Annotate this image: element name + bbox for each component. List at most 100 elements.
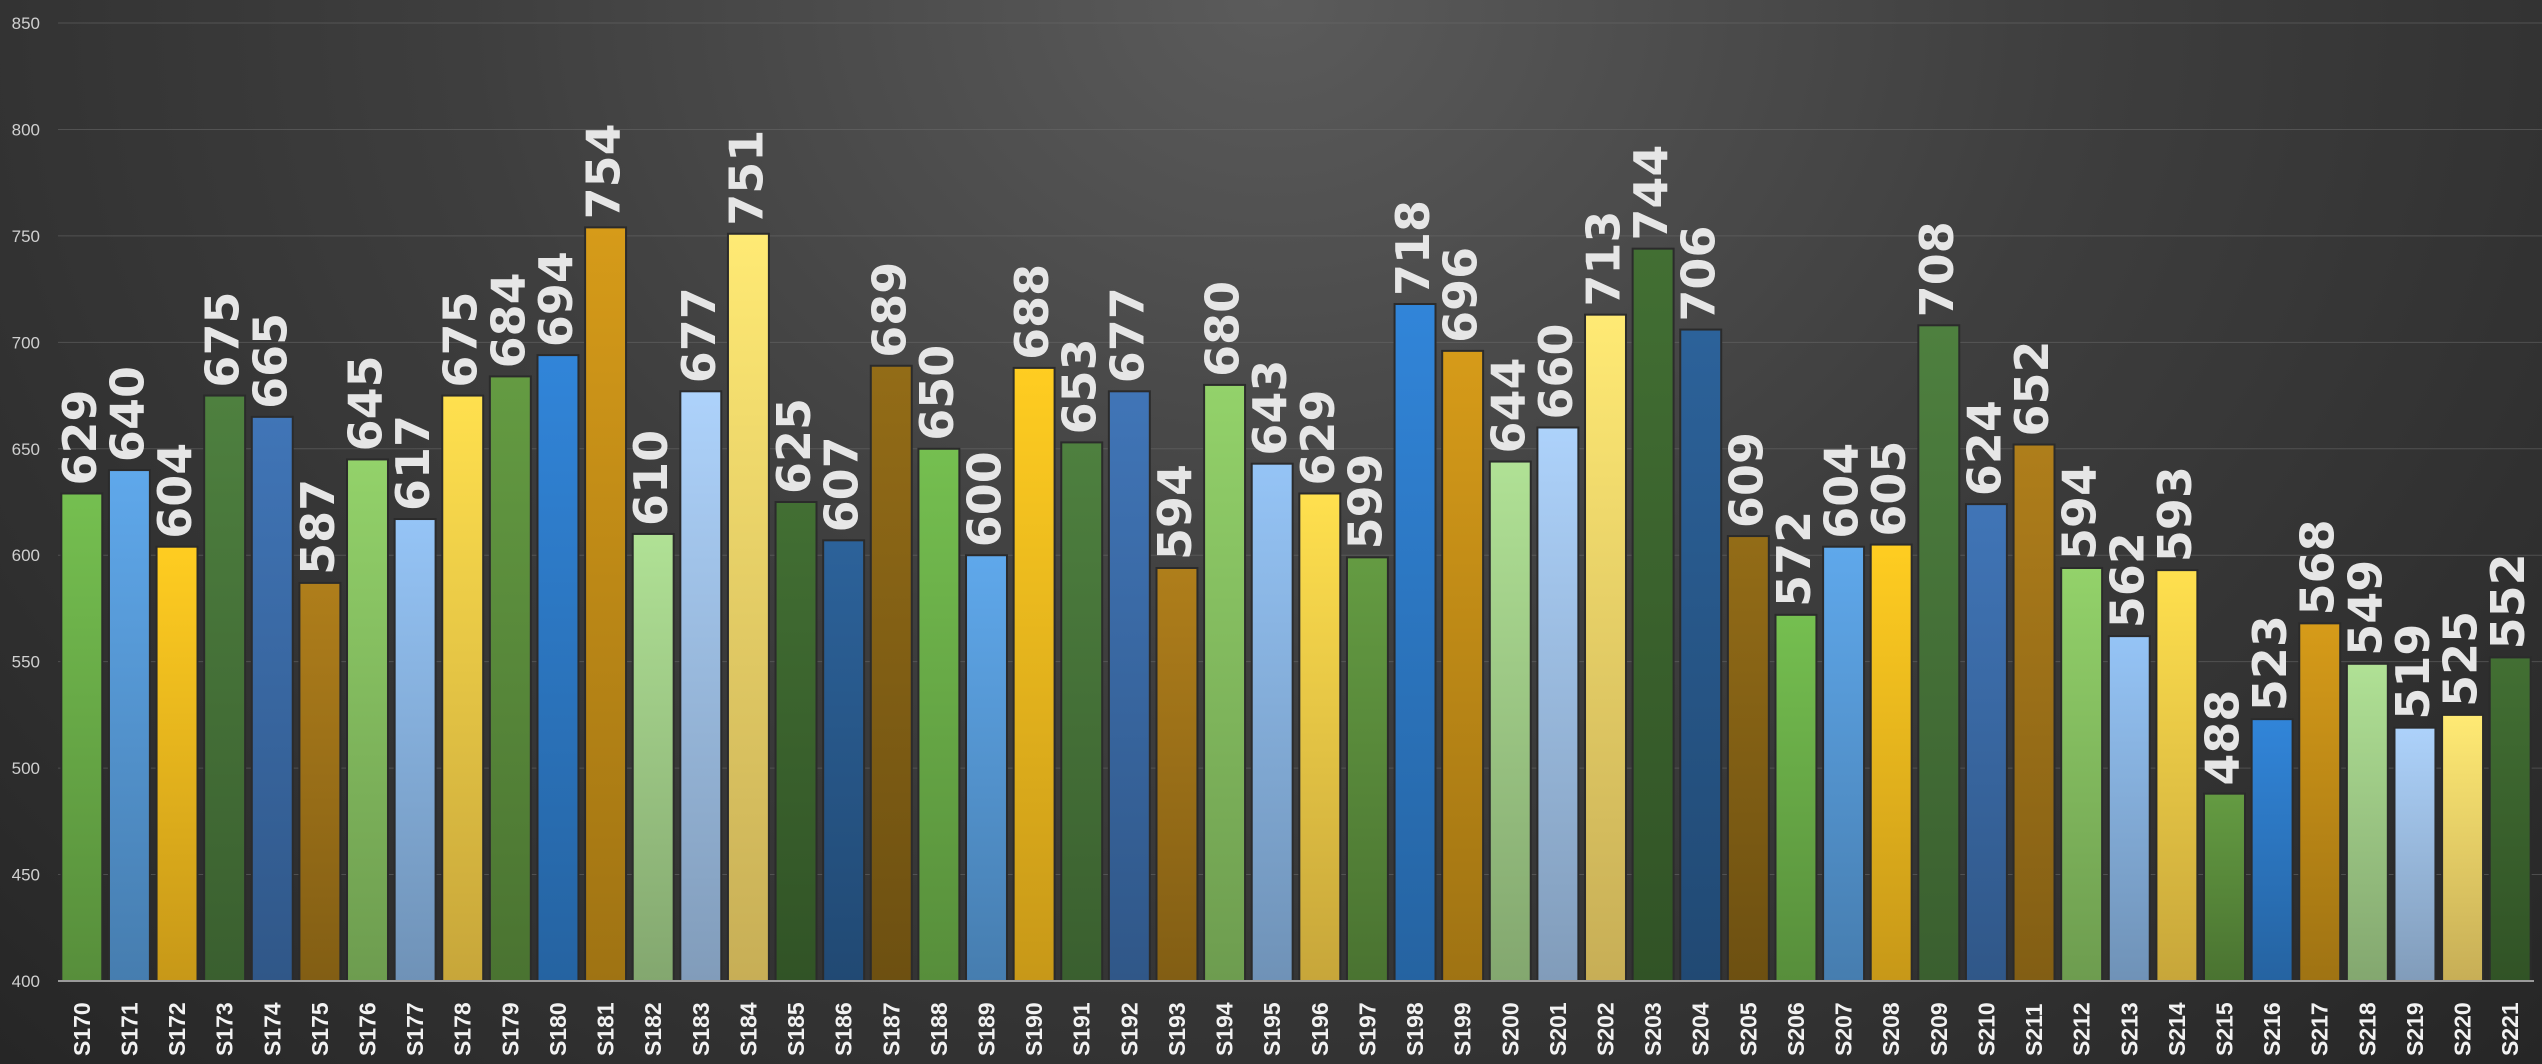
x-tick-label-s198: S198: [1402, 1002, 1428, 1056]
x-tick-label-s171: S171: [116, 1002, 142, 1056]
data-label-s214: 593: [2148, 466, 2202, 562]
bar-s189: [965, 554, 1008, 982]
data-label-s179: 684: [481, 272, 535, 368]
bar-s174: [250, 415, 294, 983]
x-tick-label-s200: S200: [1497, 1002, 1523, 1056]
x-tick-label-s173: S173: [212, 1002, 238, 1056]
bar-s170: [60, 492, 104, 982]
x-tick-label-s203: S203: [1640, 1002, 1666, 1056]
bar-s201: [1536, 426, 1580, 982]
x-tick-label-s217: S217: [2307, 1002, 2333, 1056]
data-label-s181: 754: [577, 123, 631, 219]
bar-s198: [1393, 303, 1437, 983]
bar-s180: [536, 354, 580, 982]
bar-s213: [2107, 635, 2151, 982]
x-tick-label-s218: S218: [2354, 1002, 2380, 1056]
data-label-s194: 680: [1196, 281, 1250, 377]
x-tick-label-s190: S190: [1021, 1002, 1047, 1056]
x-tick-label-s193: S193: [1164, 1002, 1190, 1056]
data-label-s206: 572: [1767, 511, 1821, 607]
bar-s181: [584, 226, 628, 982]
bar-s206: [1774, 613, 1818, 982]
y-tick-label: 850: [12, 14, 40, 33]
x-tick-label-s212: S212: [2069, 1002, 2095, 1056]
data-label-s201: 660: [1529, 323, 1583, 419]
bar-s209: [1917, 324, 1961, 982]
bar-s199: [1441, 349, 1485, 982]
data-label-s218: 549: [2338, 560, 2392, 656]
bars: [60, 226, 2532, 983]
data-label-s205: 609: [1719, 432, 1773, 528]
data-label-s203: 744: [1624, 145, 1678, 241]
x-tick-label-s211: S211: [2021, 1003, 2047, 1056]
bar-s217: [2298, 622, 2342, 982]
bar-s215: [2203, 792, 2246, 982]
y-tick-label: 800: [12, 120, 40, 139]
x-tick-label-s196: S196: [1307, 1002, 1333, 1056]
y-tick-label: 650: [12, 440, 40, 459]
y-tick-label: 600: [12, 546, 40, 565]
y-tick-label: 450: [12, 866, 40, 885]
x-tick-label-s192: S192: [1116, 1002, 1142, 1056]
x-tick-label-s186: S186: [831, 1002, 857, 1056]
x-tick-label-s197: S197: [1354, 1002, 1380, 1056]
data-label-s172: 604: [148, 443, 202, 539]
bar-s191: [1060, 441, 1104, 982]
data-label-s173: 675: [196, 292, 250, 388]
x-tick-label-s172: S172: [164, 1002, 190, 1056]
x-tick-label-s202: S202: [1593, 1002, 1619, 1056]
data-label-s191: 653: [1053, 338, 1107, 434]
bar-s177: [393, 518, 437, 983]
bar-s204: [1679, 328, 1723, 982]
data-label-s215: 488: [2196, 690, 2250, 786]
data-label-s198: 718: [1386, 200, 1440, 296]
x-tick-label-s175: S175: [307, 1002, 333, 1056]
bar-s175: [298, 581, 342, 982]
data-label-s220: 525: [2434, 611, 2488, 707]
data-label-s193: 594: [1148, 464, 1202, 560]
x-tick-label-s209: S209: [1926, 1002, 1952, 1056]
data-label-s200: 644: [1481, 358, 1535, 454]
y-tick-label: 400: [12, 972, 40, 991]
x-tick-label-s194: S194: [1212, 1002, 1238, 1056]
y-tick-label: 700: [12, 333, 40, 352]
data-label-s202: 713: [1577, 211, 1631, 307]
data-label-s204: 706: [1672, 226, 1726, 322]
data-label-s182: 610: [624, 430, 678, 526]
x-tick-label-s182: S182: [640, 1002, 666, 1056]
data-label-s217: 568: [2291, 519, 2345, 615]
x-tick-label-s204: S204: [1688, 1002, 1714, 1056]
x-tick-label-s210: S210: [1973, 1002, 1999, 1056]
bar-s173: [203, 394, 247, 982]
data-label-s210: 624: [1957, 400, 2011, 496]
x-tick-label-s174: S174: [259, 1002, 285, 1056]
data-label-s178: 675: [434, 292, 488, 388]
data-label-s175: 587: [291, 479, 345, 575]
x-tick-label-s179: S179: [497, 1002, 523, 1056]
data-label-s188: 650: [910, 345, 964, 441]
y-axis-ticks: 400 450 500 550 600 650 700 750 800 850: [12, 14, 40, 991]
x-tick-label-s215: S215: [2212, 1002, 2238, 1056]
data-label-s170: 629: [53, 389, 107, 485]
bar-s219: [2393, 726, 2437, 983]
bar-s196: [1298, 492, 1342, 982]
data-label-s219: 519: [2386, 624, 2440, 720]
bar-s178: [441, 394, 485, 982]
bar-s194: [1203, 383, 1247, 982]
bar-s190: [1012, 366, 1056, 982]
data-label-s196: 629: [1291, 389, 1345, 485]
data-label-s190: 688: [1005, 264, 1059, 360]
x-tick-label-s208: S208: [1878, 1002, 1904, 1056]
bar-s220: [2441, 713, 2485, 983]
x-tick-label-s176: S176: [355, 1002, 381, 1056]
data-label-s221: 552: [2481, 553, 2535, 649]
data-label-s211: 652: [2005, 340, 2059, 436]
bar-s208: [1869, 543, 1913, 982]
x-tick-label-s220: S220: [2450, 1002, 2476, 1056]
x-tick-label-s195: S195: [1259, 1002, 1285, 1056]
x-tick-label-s201: S201: [1545, 1002, 1571, 1056]
data-label-s213: 562: [2100, 532, 2154, 628]
bar-s211: [2012, 443, 2056, 982]
bar-s203: [1631, 247, 1675, 982]
